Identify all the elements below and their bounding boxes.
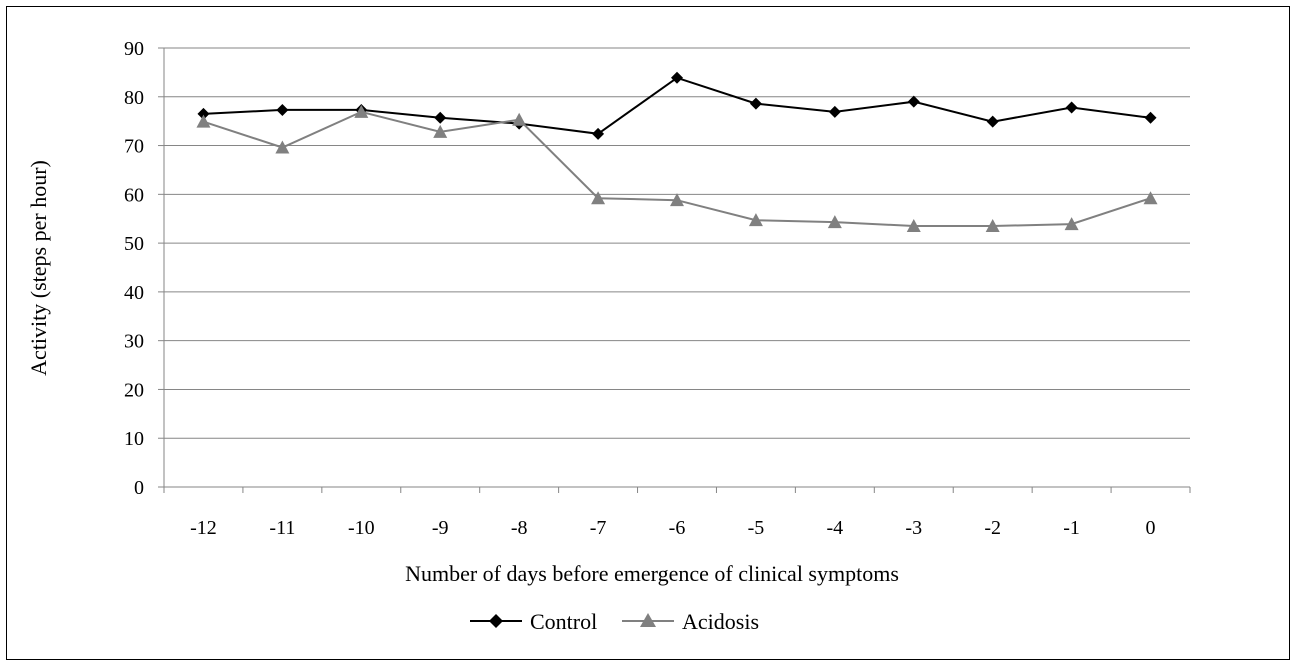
axes — [158, 47, 1191, 493]
data-point-acidosis — [1064, 217, 1079, 231]
legend-item-control: Control — [470, 609, 597, 634]
x-tick-label: -7 — [590, 517, 607, 539]
legend-label-acidosis: Acidosis — [682, 609, 759, 634]
y-axis-label: Activity (steps per hour) — [26, 160, 51, 376]
data-point-control — [434, 111, 447, 124]
y-tick-label: 60 — [124, 184, 144, 206]
gridlines — [164, 47, 1190, 439]
x-tick-label: 0 — [1146, 517, 1156, 539]
data-point-control — [1065, 101, 1078, 114]
data-point-acidosis — [827, 215, 842, 229]
x-tick-label: -4 — [827, 517, 844, 539]
y-tick-label: 20 — [124, 379, 144, 401]
data-point-acidosis — [748, 213, 763, 227]
x-tick-label: -10 — [348, 517, 375, 539]
y-tick-label: 30 — [124, 331, 144, 353]
data-point-acidosis — [196, 114, 211, 128]
x-tick-label: -1 — [1063, 517, 1080, 539]
data-point-control — [197, 107, 210, 120]
data-point-control — [986, 115, 999, 128]
y-tick-label: 0 — [134, 477, 144, 499]
triangle-marker-icon — [640, 613, 656, 627]
y-tick-label: 70 — [124, 136, 144, 158]
x-tick-label: -12 — [190, 517, 217, 539]
data-point-acidosis — [512, 112, 527, 126]
data-point-control — [276, 103, 289, 116]
x-tick-label: -6 — [669, 517, 686, 539]
legend: Control Acidosis — [470, 609, 759, 634]
x-tick-label: -2 — [984, 517, 1001, 539]
chart-frame — [6, 6, 1290, 660]
data-point-acidosis — [275, 140, 290, 154]
x-tick-label: -8 — [511, 517, 528, 539]
x-tick-label: -9 — [432, 517, 449, 539]
x-tick-label: -5 — [748, 517, 765, 539]
data-point-acidosis — [906, 219, 921, 233]
y-tick-label: 50 — [124, 233, 144, 255]
data-point-control — [671, 71, 683, 84]
data-point-acidosis — [354, 104, 369, 118]
data-point-acidosis — [433, 124, 448, 138]
y-tick-label: 80 — [124, 87, 144, 109]
data-point-acidosis — [985, 219, 1000, 233]
x-tick-label: -3 — [905, 517, 922, 539]
legend-item-acidosis: Acidosis — [622, 609, 759, 634]
data-point-control — [749, 97, 762, 110]
data-point-control — [907, 95, 920, 108]
data-point-control — [828, 105, 841, 118]
x-axis-label: Number of days before emergence of clini… — [405, 561, 899, 586]
data-point-acidosis — [670, 193, 684, 207]
data-point-control — [1144, 111, 1157, 124]
y-tick-label: 90 — [124, 38, 144, 60]
y-tick-label: 10 — [124, 428, 144, 450]
y-tick-label: 40 — [124, 282, 144, 304]
data-point-acidosis — [591, 191, 606, 205]
x-tick-labels: -12 -11 -10 -9 -8 -7 -6 -5 -4 -3 -2 -1 0 — [190, 517, 1155, 539]
series-line-acidosis — [203, 110, 1151, 227]
x-tick-label: -11 — [269, 517, 295, 539]
diamond-marker-icon — [489, 614, 503, 628]
series-line-control — [203, 76, 1151, 135]
data-point-control — [592, 127, 605, 140]
data-point-acidosis — [1143, 191, 1158, 205]
series-layer — [196, 71, 1158, 233]
y-tick-labels: 0 10 20 30 40 50 60 70 80 90 — [124, 38, 144, 499]
legend-label-control: Control — [530, 609, 597, 634]
